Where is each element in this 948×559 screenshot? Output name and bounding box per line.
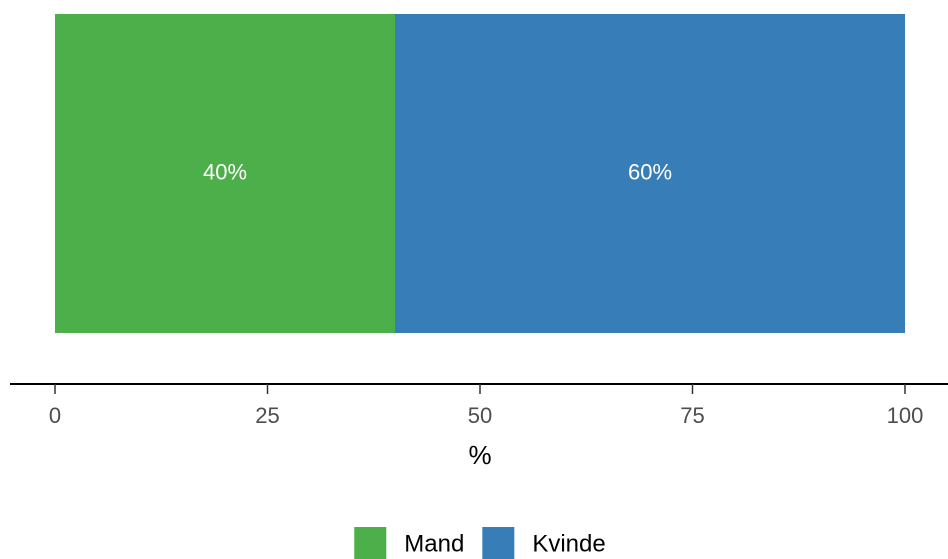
value-label: 40% (203, 159, 247, 184)
x-tick-label: 100 (887, 403, 924, 428)
x-tick-label: 25 (255, 403, 279, 428)
x-tick-label: 0 (49, 403, 61, 428)
x-tick-label: 75 (680, 403, 704, 428)
value-label: 60% (628, 159, 672, 184)
legend-label: Mand (404, 530, 464, 557)
legend-label: Kvinde (532, 530, 605, 557)
x-axis-title: % (468, 440, 491, 470)
bar-segment (55, 14, 395, 333)
legend-swatch (482, 527, 515, 559)
x-tick-label: 50 (468, 403, 492, 428)
bar-segment (395, 14, 905, 333)
legend-swatch (354, 527, 387, 559)
